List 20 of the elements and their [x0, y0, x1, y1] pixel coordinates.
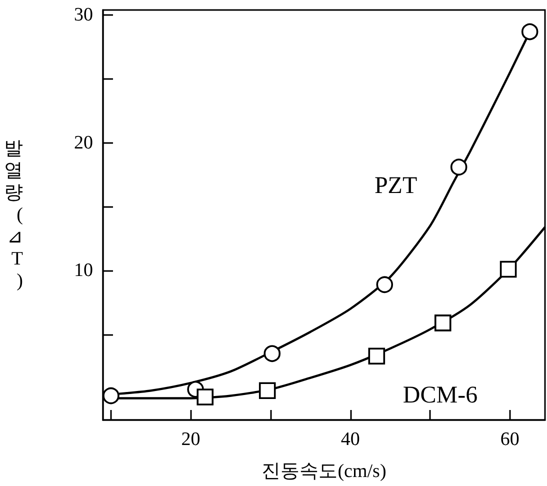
x-tick-label: 60 — [500, 429, 520, 450]
point — [368, 348, 386, 365]
point — [258, 382, 276, 400]
y-tick-label: 10 — [74, 260, 93, 282]
point — [521, 23, 538, 40]
x-axis-title: 진동속도(cm/s) — [262, 461, 386, 482]
point — [500, 260, 517, 278]
point — [376, 276, 394, 294]
series-label: PZT — [374, 172, 418, 199]
x-tick-label: 40 — [340, 429, 360, 450]
x-tick-label: 20 — [181, 429, 200, 450]
y-tick-label: 20 — [74, 132, 93, 154]
point — [102, 387, 120, 404]
point — [434, 314, 452, 332]
point — [450, 158, 468, 176]
point — [196, 388, 214, 406]
series-label: DCM-6 — [402, 382, 478, 408]
y-axis-title: 발열량(⊿T) — [4, 138, 24, 292]
point — [264, 345, 281, 362]
y-tick-label: 30 — [74, 4, 93, 26]
